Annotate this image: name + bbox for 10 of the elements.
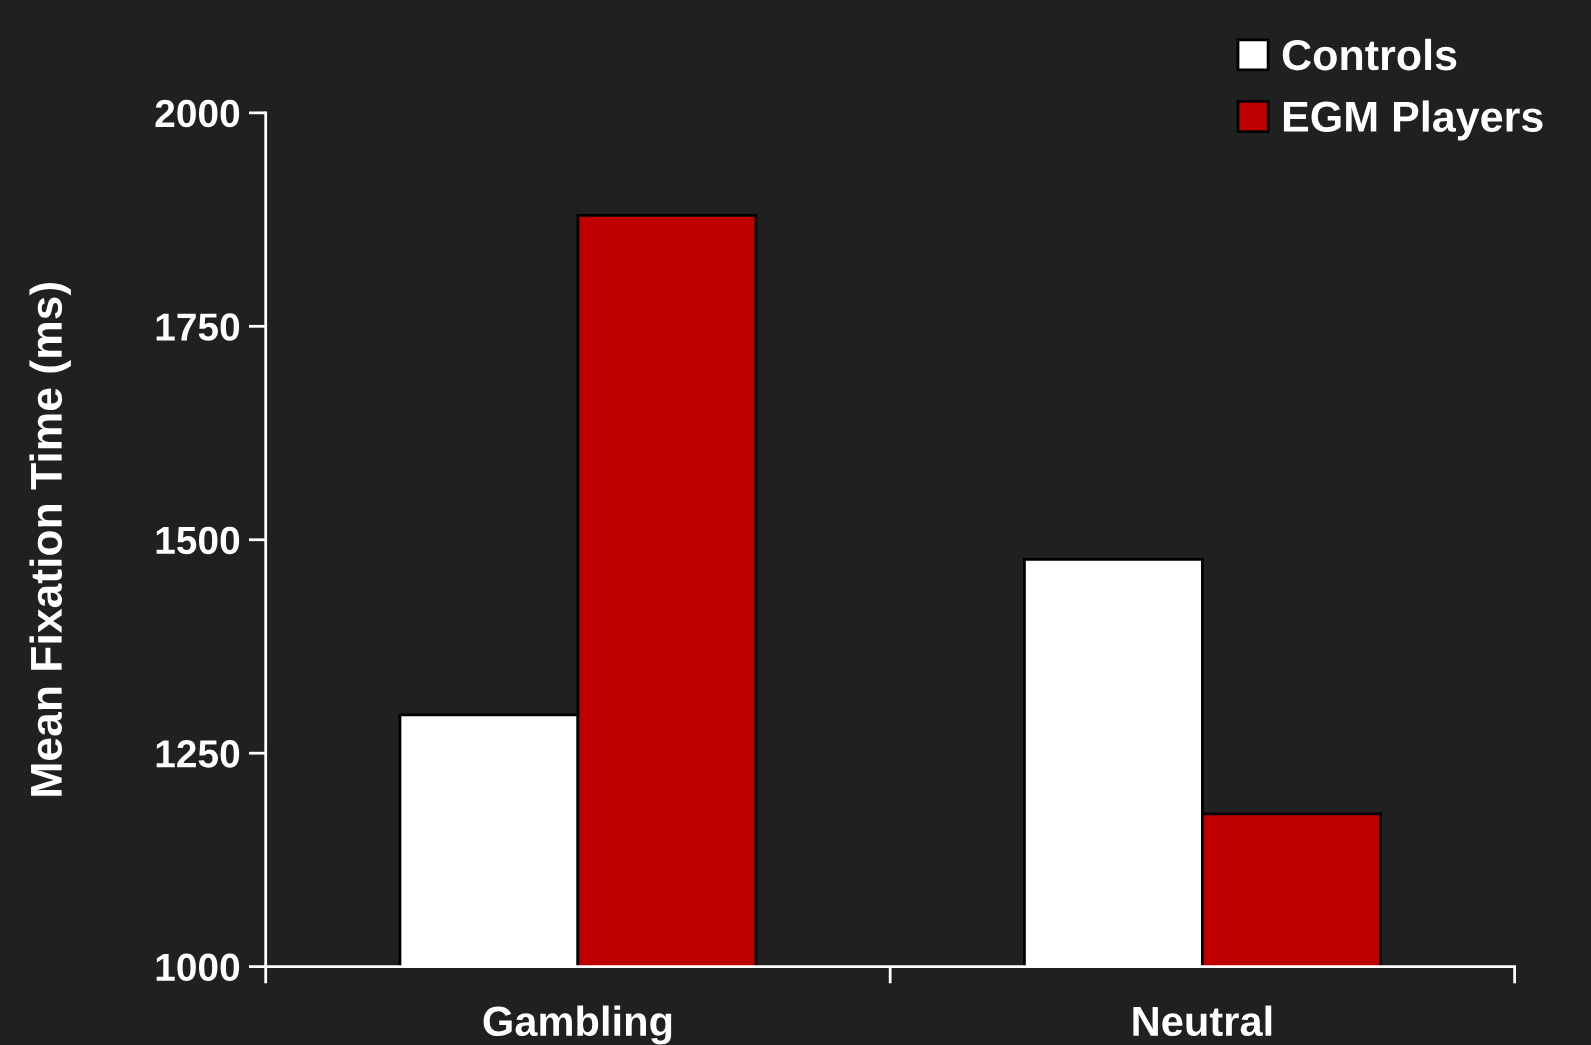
- x-tick-label: Gambling: [483, 1005, 672, 1045]
- y-tick-label: 1500: [156, 526, 240, 555]
- legend-label: Controls: [1282, 38, 1457, 71]
- y-tick-label: 1750: [156, 313, 240, 341]
- legend-label: EGM Players: [1283, 100, 1543, 141]
- x-tick-label: Neutral: [1133, 1005, 1272, 1037]
- y-tick-label: 1000: [156, 953, 240, 982]
- y-axis-title: Mean Fixation Time (ms): [29, 283, 71, 796]
- y-tick-label: 1250: [156, 740, 240, 768]
- y-tick-label: 2000: [155, 99, 240, 128]
